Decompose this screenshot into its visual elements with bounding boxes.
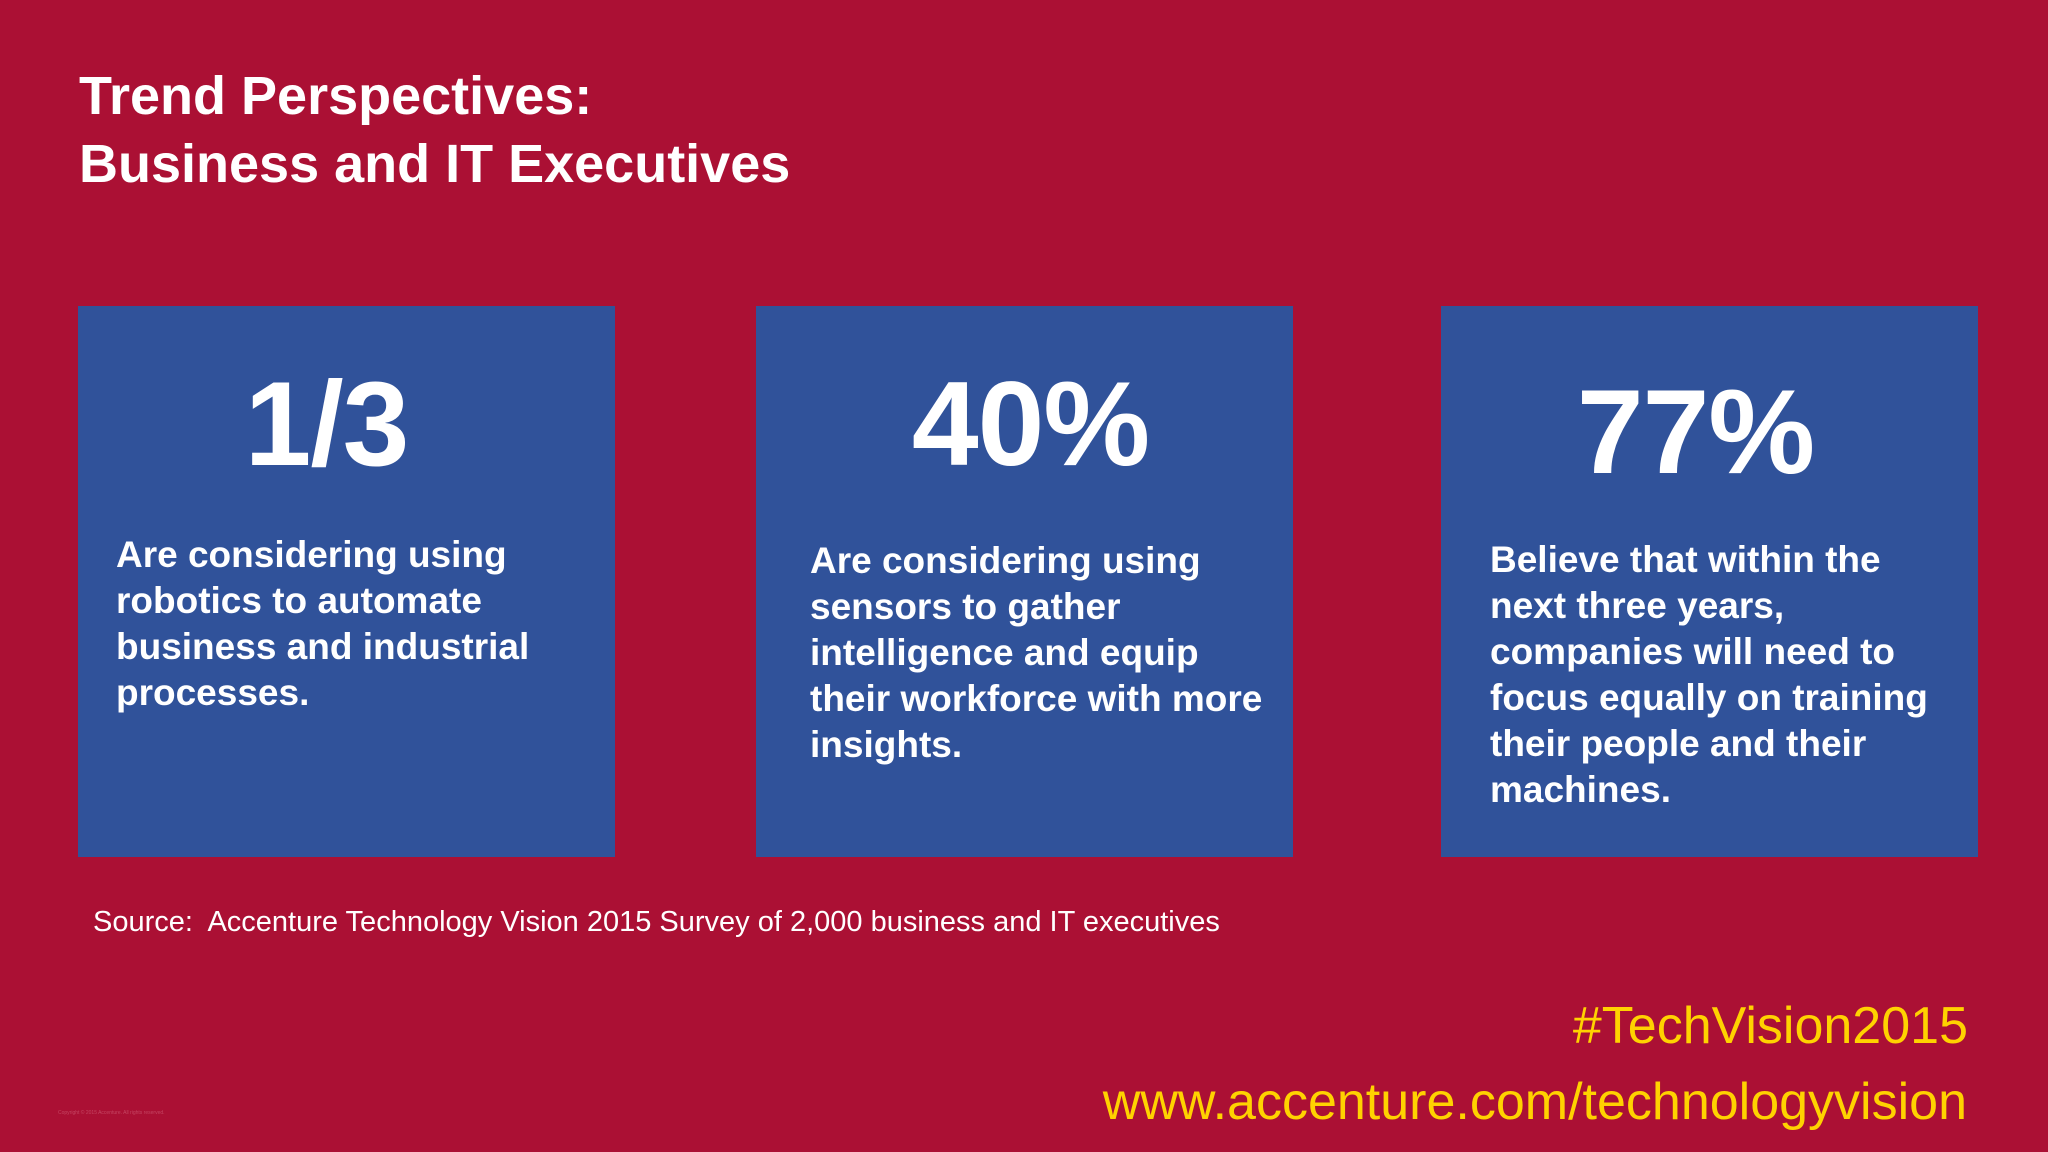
- stat-value: 1/3: [244, 357, 410, 491]
- stat-value: 77%: [1576, 365, 1815, 499]
- stat-value: 40%: [911, 357, 1150, 491]
- stat-card-training: 77% Believe that within the next three y…: [1441, 306, 1978, 857]
- title-line-2: Business and IT Executives: [79, 134, 791, 194]
- stat-description: Are considering using robotics to automa…: [116, 534, 530, 713]
- stat-description: Believe that within the next three years…: [1490, 539, 1928, 810]
- slide-title: Trend Perspectives: Business and IT Exec…: [79, 62, 790, 198]
- source-note: Source: Accenture Technology Vision 2015…: [93, 906, 1220, 938]
- stat-card-robotics: 1/3 Are considering using robotics to au…: [78, 306, 615, 857]
- title-line-1: Trend Perspectives:: [79, 66, 593, 126]
- hashtag: #TechVision2015: [1572, 997, 1968, 1055]
- copyright-note: Copyright © 2015 Accenture. All rights r…: [58, 1110, 165, 1116]
- stat-card-sensors: 40% Are considering using sensors to gat…: [756, 306, 1293, 857]
- website-url: www.accenture.com/technologyvision: [1102, 1073, 1967, 1131]
- stat-description: Are considering using sensors to gather …: [810, 540, 1263, 765]
